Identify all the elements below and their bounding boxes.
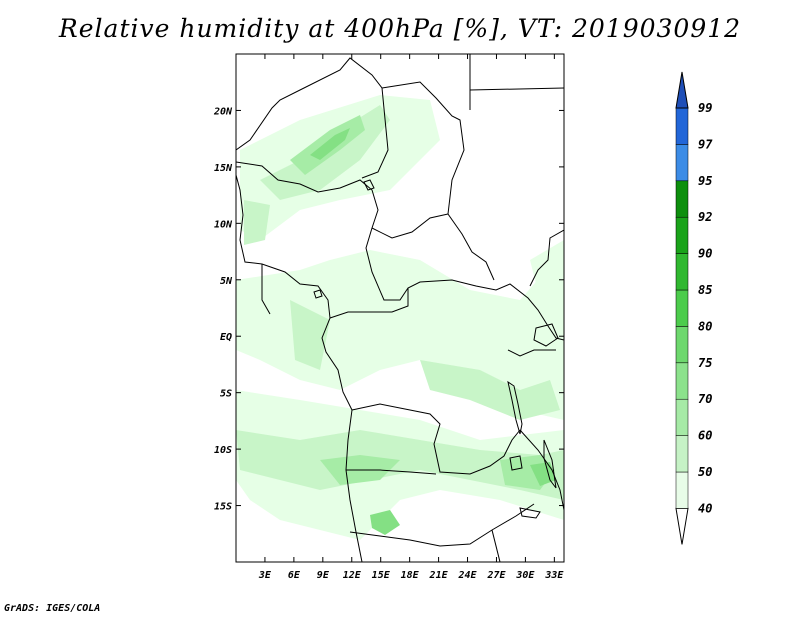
x-tick-label: 3E — [258, 570, 272, 581]
colorbar-label: 75 — [698, 356, 712, 370]
colorbar-label: 97 — [698, 137, 713, 151]
y-tick-label: 15S — [214, 502, 232, 513]
colorbar-label: 85 — [698, 283, 712, 297]
x-tick-label: 30E — [515, 570, 535, 581]
colorbar-segment — [675, 362, 689, 400]
border-15 — [507, 349, 556, 357]
y-tick-label: 10N — [214, 219, 233, 230]
colorbar: 40 50 60 70 75 80 85 90 92 95 97 99 — [675, 71, 713, 545]
colorbar-label: 80 — [698, 319, 712, 333]
colorbar-segment — [675, 471, 689, 509]
x-tick-label: 18E — [401, 570, 420, 581]
border-9 — [351, 403, 521, 475]
colorbar-label: 95 — [698, 174, 712, 188]
rh-peak-2 — [370, 510, 400, 535]
island-bioko — [313, 289, 323, 299]
border-7 — [371, 213, 449, 239]
x-tick-label: 33E — [544, 570, 564, 581]
colorbar-label: 70 — [698, 392, 712, 406]
border-12 — [519, 429, 564, 511]
colorbar-label: 92 — [698, 210, 712, 224]
y-tick-label: 5S — [220, 389, 232, 400]
y-tick-label: 15N — [214, 163, 233, 174]
country-borders — [236, 54, 564, 562]
rh-region-northeast — [530, 240, 564, 300]
x-tick-label: 12E — [343, 570, 362, 581]
lake-mweru — [509, 455, 523, 471]
colorbar-segment — [675, 253, 689, 291]
colorbar-segment — [675, 289, 689, 327]
rh-band-5 — [244, 200, 270, 245]
lake-chad — [363, 179, 375, 191]
colorbar-label: 99 — [698, 101, 712, 115]
lake-victoria — [533, 323, 559, 347]
x-tick-label: 6E — [288, 570, 301, 581]
y-tick-label: EQ — [220, 332, 232, 343]
lake-tanganyika — [507, 380, 523, 435]
y-tick-label: 20N — [213, 106, 233, 117]
border-6 — [529, 229, 564, 287]
x-axis: 3E 6E 9E 12E 15E 18E 21E 24E 27E 30E 33E — [258, 54, 564, 581]
rh-band-2 — [236, 430, 564, 500]
rh-band-3 — [290, 300, 330, 370]
border-13 — [491, 529, 501, 562]
border-3 — [381, 81, 495, 281]
border-8 — [329, 288, 409, 319]
colorbar-segment — [675, 144, 689, 182]
colorbar-label: 50 — [698, 465, 712, 479]
humidity-field — [236, 95, 564, 540]
border-14 — [261, 264, 271, 315]
colorbar-label: 60 — [698, 429, 712, 443]
colorbar-segment — [675, 398, 689, 436]
border-11 — [349, 503, 535, 547]
x-tick-label: 21E — [429, 570, 449, 581]
lake-malawi — [543, 439, 557, 489]
rh-band-4 — [420, 360, 560, 420]
colorbar-segment — [675, 180, 689, 218]
colorbar-upper-extension — [675, 71, 689, 109]
border-5 — [469, 87, 564, 91]
y-axis: 20N 15N 10N 5N EQ 5S 10S 15S — [213, 106, 564, 513]
border-10 — [346, 469, 437, 475]
colorbar-segment — [675, 107, 689, 145]
map-frame — [235, 53, 565, 563]
x-tick-label: 27E — [486, 570, 506, 581]
lake-kariba — [519, 507, 541, 519]
y-tick-label: 5N — [220, 276, 233, 287]
colorbar-label: 40 — [698, 501, 712, 515]
colorbar-lower-extension — [675, 507, 689, 545]
colorbar-segment — [675, 326, 689, 364]
colorbar-segment — [675, 216, 689, 254]
y-tick-label: 10S — [214, 445, 232, 456]
footer-credit: GrADS: IGES/COLA — [4, 603, 101, 614]
rh-peak-1 — [310, 128, 350, 160]
border-1 — [236, 161, 564, 341]
x-tick-label: 9E — [317, 570, 330, 581]
colorbar-segment — [675, 435, 689, 473]
x-tick-label: 24E — [457, 570, 477, 581]
x-tick-label: 15E — [372, 570, 391, 581]
colorbar-label: 90 — [698, 247, 712, 261]
border-2 — [236, 57, 389, 179]
chart-title: Relative humidity at 400hPa [%], VT: 201… — [58, 14, 742, 43]
